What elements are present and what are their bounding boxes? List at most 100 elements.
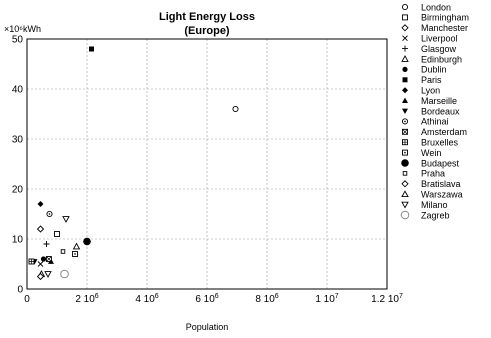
data-point [45, 256, 52, 262]
legend-item: Wein [402, 148, 441, 158]
y-tick-label: 20 [12, 185, 24, 196]
y-tick-label: 30 [12, 135, 24, 146]
data-point [72, 251, 78, 257]
legend-item: Praha [402, 169, 445, 179]
x-tick-label: 1.2 107 [371, 293, 403, 305]
legend-item: Amsterdam [402, 127, 467, 137]
legend-marker [402, 108, 408, 114]
legend: LondonBirminghamManchesterLiverpoolGlasg… [400, 2, 469, 220]
data-point [83, 237, 91, 246]
legend-marker [402, 149, 408, 156]
plot-frame [26, 38, 388, 290]
data-point [37, 261, 44, 267]
legend-marker [401, 3, 409, 11]
legend-label: Budapest [421, 158, 460, 168]
legend-item: Warszawa [401, 190, 463, 200]
legend-item: Manchester [401, 23, 468, 33]
legend-marker [402, 14, 408, 21]
legend-marker [401, 118, 409, 125]
legend-item: Dublin [402, 65, 447, 75]
legend-marker [400, 210, 410, 220]
data-point [37, 201, 44, 207]
legend-label: Bratislava [421, 179, 461, 189]
legend-item: Athinai [401, 117, 449, 127]
x-axis-label: Population [186, 322, 229, 332]
legend-label: Marseille [421, 96, 457, 106]
legend-item: Liverpool [402, 34, 458, 44]
legend-marker [402, 77, 408, 83]
legend-marker [401, 190, 409, 198]
chart-subtitle: (Europe) [184, 25, 230, 37]
legend-marker [402, 171, 408, 176]
legend-marker [402, 45, 408, 52]
legend-marker [401, 24, 409, 32]
y-tick-label: 10 [12, 235, 24, 246]
legend-item: Bordeaux [402, 106, 460, 116]
y-tick-label: 40 [12, 85, 24, 96]
data-point [62, 216, 70, 223]
x-tick-label: 4 106 [135, 293, 158, 305]
data-point [60, 269, 69, 279]
x-tick-label: 8 106 [255, 293, 278, 305]
legend-label: Edinburgh [421, 54, 462, 64]
data-point [46, 210, 53, 218]
legend-label: Athinai [421, 117, 449, 127]
legend-marker [402, 128, 408, 135]
data-point [43, 241, 50, 247]
y-tick-label: 50 [12, 35, 24, 46]
data-point [54, 231, 60, 237]
legend-item: Zagreb [400, 210, 450, 220]
x-tick-label: 0 [24, 294, 30, 305]
legend-marker [402, 87, 408, 94]
legend-item: London [401, 2, 451, 12]
legend-label: Zagreb [421, 210, 450, 220]
y-axis-label: ×10⁶kWh [4, 24, 41, 34]
data-point [60, 249, 66, 254]
legend-label: Lyon [421, 86, 440, 96]
data-point [36, 225, 45, 233]
legend-label: Milano [421, 200, 448, 210]
axes: 0 2 106 4 106 6 106 8 106 1 107 1.2 107 0 10 20 30… [12, 35, 403, 306]
legend-label: London [421, 2, 451, 12]
legend-item: Paris [402, 75, 442, 85]
data-points [28, 46, 239, 281]
legend-label: Dublin [421, 65, 447, 75]
x-tick-label: 6 106 [195, 293, 218, 305]
legend-item: Glasgow [402, 44, 457, 54]
legend-marker [402, 97, 408, 103]
legend-item: Edinburgh [401, 54, 462, 64]
data-point [72, 242, 81, 250]
y-tick-label: 0 [17, 285, 23, 296]
data-point [28, 258, 35, 265]
data-point [44, 271, 52, 278]
legend-marker [401, 180, 409, 188]
legend-item: Budapest [401, 158, 460, 168]
legend-item: Bratislava [401, 179, 461, 189]
data-point [232, 105, 239, 113]
data-point [40, 256, 47, 262]
x-tick-label: 2 106 [75, 293, 98, 305]
legend-label: Wein [421, 148, 441, 158]
legend-label: Paris [421, 75, 442, 85]
legend-item: Lyon [402, 86, 440, 96]
legend-label: Warszawa [421, 190, 463, 200]
legend-marker [401, 201, 409, 209]
data-point [89, 46, 94, 52]
legend-label: Birmingham [421, 13, 469, 23]
legend-item: Milano [401, 200, 448, 210]
legend-marker [402, 139, 408, 146]
legend-item: Bruxelles [402, 138, 459, 148]
legend-label: Praha [421, 169, 445, 179]
data-point [36, 272, 45, 281]
legend-label: Bruxelles [421, 138, 459, 148]
legend-label: Manchester [421, 23, 468, 33]
legend-item: Birmingham [402, 13, 469, 23]
legend-marker [402, 66, 408, 72]
legend-marker [401, 55, 409, 62]
legend-label: Glasgow [421, 44, 457, 54]
legend-label: Liverpool [421, 34, 458, 44]
x-tick-label: 1 107 [315, 293, 338, 305]
legend-item: Marseille [402, 96, 457, 106]
grid [27, 39, 388, 289]
